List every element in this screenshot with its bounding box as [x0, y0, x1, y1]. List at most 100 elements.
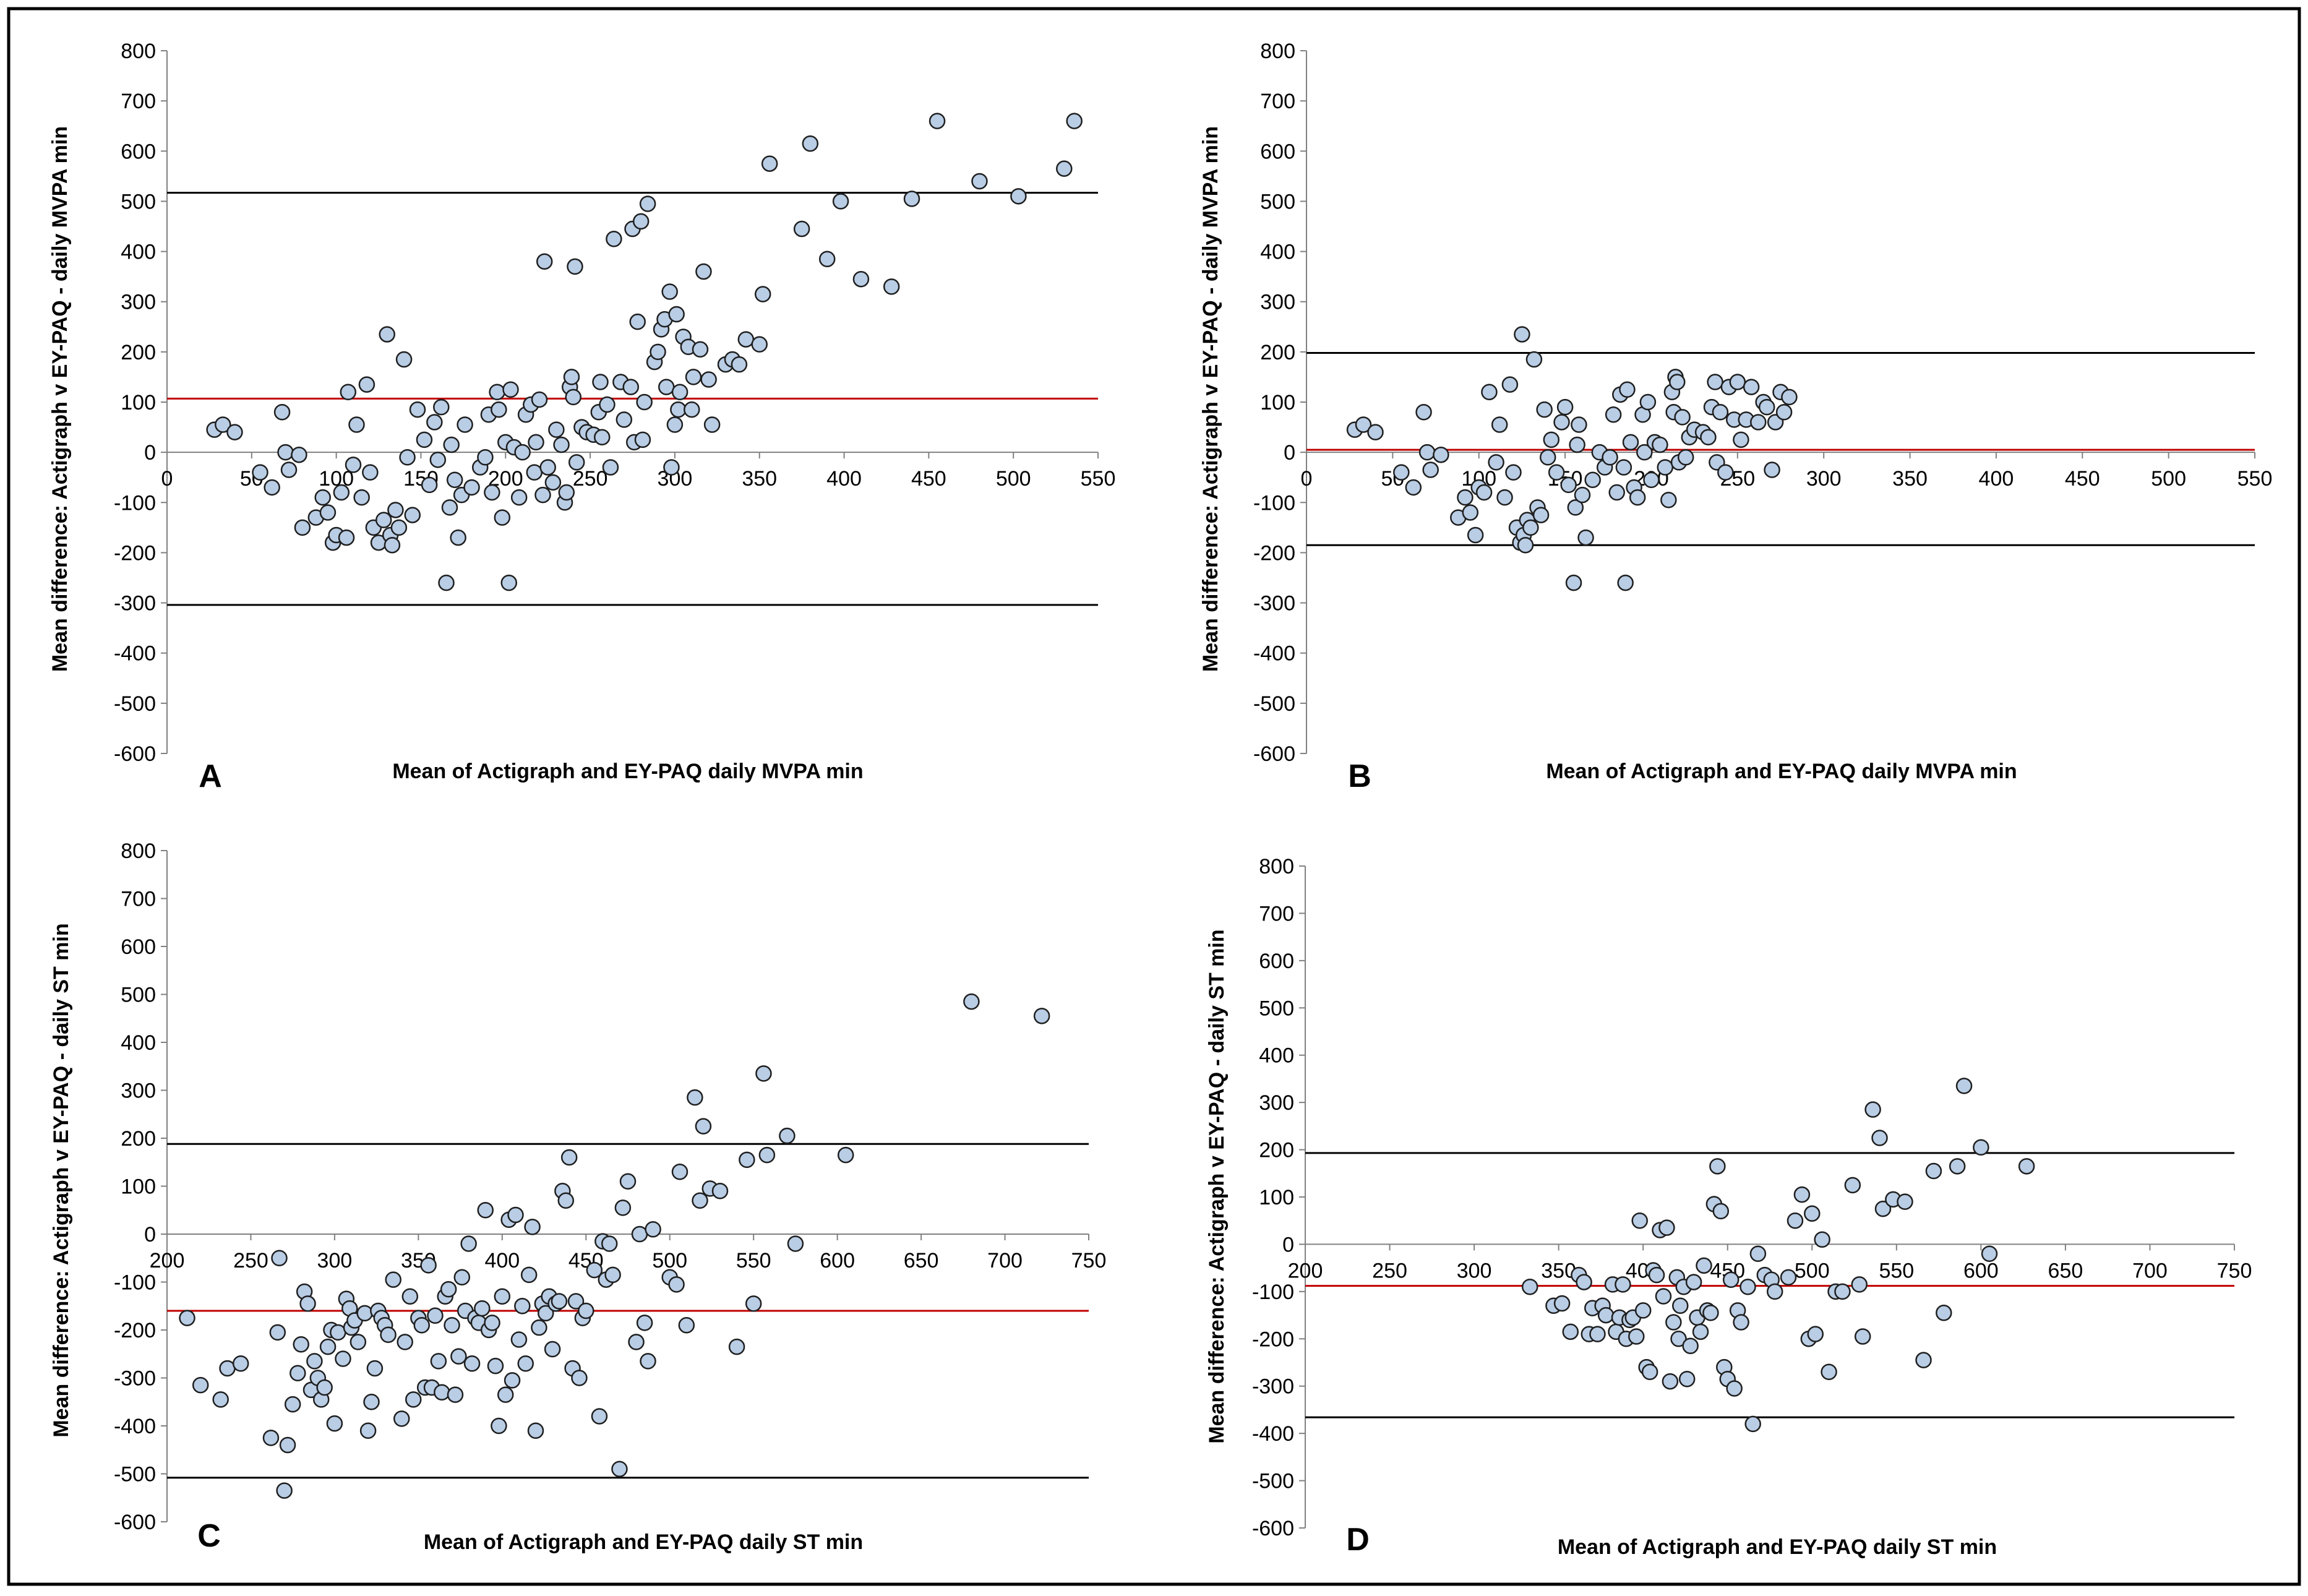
panel-c: -600 -500 -400 -300 -200 -100 0 100 200 300 400 500… [49, 839, 1106, 1554]
panel-c-data-point [578, 1302, 594, 1319]
panel-a-data-point [319, 504, 337, 521]
panel-d-data-point [1821, 1363, 1837, 1381]
panel-c-data-point [405, 1391, 422, 1408]
panel-a-data-point [565, 388, 581, 406]
panel-c-data-point [460, 1235, 477, 1252]
panel-a-data-point [539, 459, 556, 476]
panel-a-data-point [684, 401, 700, 418]
panel-c-data-point [557, 1192, 575, 1209]
panel-a-data-point [650, 343, 666, 361]
panel-a-x-tick-label: 550 [1081, 467, 1116, 491]
panel-d-data-point [1553, 1295, 1571, 1312]
panel-b-data-point [1467, 526, 1484, 544]
panel-a-data-point [345, 457, 362, 473]
panel-c-data-point [484, 1315, 500, 1331]
panel-d-data-point [1936, 1305, 1952, 1321]
panel-d-data-point [1615, 1276, 1631, 1293]
panel-c-data-point [695, 1118, 712, 1135]
panel-b-data-point [1700, 429, 1717, 446]
panel-b-y-tick-label: 300 [1260, 291, 1295, 314]
panel-d-y-tick-label: 600 [1259, 950, 1294, 973]
panel-b-y-tick-label: -300 [1253, 592, 1295, 616]
panel-a-data-point [384, 537, 401, 554]
panel-a-data-point [1056, 160, 1073, 177]
panel-d-data-point [1589, 1326, 1606, 1342]
panel-b-data-point [1733, 431, 1749, 448]
panel-b-data-point [1496, 489, 1513, 506]
panel-a-x-tick-label: 450 [911, 467, 946, 491]
panel-b-data-point [1415, 403, 1432, 421]
panel-c-x-tick-label: 400 [484, 1249, 520, 1272]
panel-a-data-point [737, 331, 755, 348]
panel-d-x-tick-label: 750 [2217, 1259, 2252, 1282]
panel-d-y-tick-label: -300 [1252, 1375, 1294, 1399]
panel-a-data-point [670, 401, 687, 418]
panel-b-data-point [1457, 489, 1474, 506]
panel-b-data-point [1615, 459, 1632, 476]
panel-c-data-point [269, 1324, 286, 1341]
panel-b-data-point [1636, 444, 1653, 461]
panel-a-data-point [703, 416, 721, 433]
panel-c-data-point [601, 1235, 618, 1252]
panel-c-data-point [728, 1338, 745, 1355]
panel-a-data-point [658, 379, 675, 395]
panel-a: -600-500-400-300-200-1000100200300400500… [48, 40, 1115, 794]
panel-c-data-point [212, 1391, 229, 1408]
panel-a-xlabel: Mean of Actigraph and EY-PAQ daily MVPA … [392, 760, 863, 783]
panel-d-x-tick-label: 350 [1541, 1259, 1576, 1282]
panel-a-data-point [666, 416, 684, 433]
panel-a-y-tick-label: -500 [114, 692, 156, 716]
panel-c-data-point [316, 1379, 333, 1396]
panel-d-y-tick-label: 500 [1259, 997, 1294, 1020]
panel-a-x-tick-label: 0 [161, 467, 173, 491]
panel-a-y-tick-label: 200 [121, 341, 156, 364]
panel-d-x-tick-label: 600 [1963, 1259, 1999, 1282]
panel-c-data-point [787, 1235, 804, 1252]
panel-b-data-point [1602, 449, 1618, 466]
panel-d-data-point [1672, 1297, 1689, 1315]
panel-c-data-point [232, 1355, 249, 1372]
panel-d-y-tick-label: 700 [1259, 902, 1294, 925]
panel-a-data-point [340, 384, 357, 401]
panel-c-data-point [380, 1326, 397, 1343]
panel-d-data-point [1874, 1200, 1892, 1217]
panel-c-data-point [293, 1336, 309, 1353]
panel-b-xlabel: Mean of Actigraph and EY-PAQ daily MVPA … [1546, 760, 2017, 783]
panel-d-plot: -600 -500 -400 -300 -200 -100 0 100 200 300 400 500… [1252, 855, 2252, 1540]
panel-c-data-point [687, 1089, 703, 1106]
panel-d-data-point [2018, 1158, 2035, 1175]
panel-b-y-tick-label: -600 [1253, 742, 1295, 766]
panel-c-data-point [504, 1372, 521, 1389]
panel-d-data-point [1814, 1231, 1830, 1248]
panel-d-y-tick-label: -100 [1252, 1281, 1294, 1304]
panel-b-x-tick-label: 350 [1892, 467, 1928, 491]
panel-c-data-point [614, 1199, 632, 1216]
panel-a-data-point [548, 421, 565, 438]
panel-c-data-point [560, 1149, 578, 1166]
panel-d-data-point [1670, 1331, 1687, 1347]
panel-a-y-tick-label: -300 [114, 592, 156, 616]
panel-a-x-tick-label: 350 [742, 467, 777, 491]
panel-c-data-point [447, 1386, 464, 1403]
panel-b-data-point [1488, 454, 1504, 471]
panel-a-data-point [528, 434, 544, 451]
panel-c-data-point [326, 1415, 343, 1432]
panel-c-data-point [420, 1257, 437, 1274]
panel-b-data-point [1712, 403, 1729, 421]
panel-a-data-point [500, 574, 517, 591]
panel-a-data-point [1066, 113, 1083, 129]
panel-b-data-point [1677, 449, 1694, 466]
panel-d-x-tick-label: 550 [1879, 1259, 1914, 1282]
panel-c-data-point [645, 1221, 661, 1238]
panel-b-data-point [1622, 434, 1639, 451]
panel-c-y-tick-label: 100 [121, 1175, 156, 1199]
panel-d-data-point [1973, 1139, 1989, 1156]
panel-c-data-point [279, 1436, 296, 1454]
panel-a-data-point [429, 452, 447, 468]
panel-a-data-point [484, 484, 500, 501]
panel-b-data-point [1553, 414, 1570, 431]
panel-a-data-point [602, 459, 619, 476]
panel-d-data-point [1787, 1212, 1804, 1229]
panel-b-data-point [1660, 491, 1677, 508]
